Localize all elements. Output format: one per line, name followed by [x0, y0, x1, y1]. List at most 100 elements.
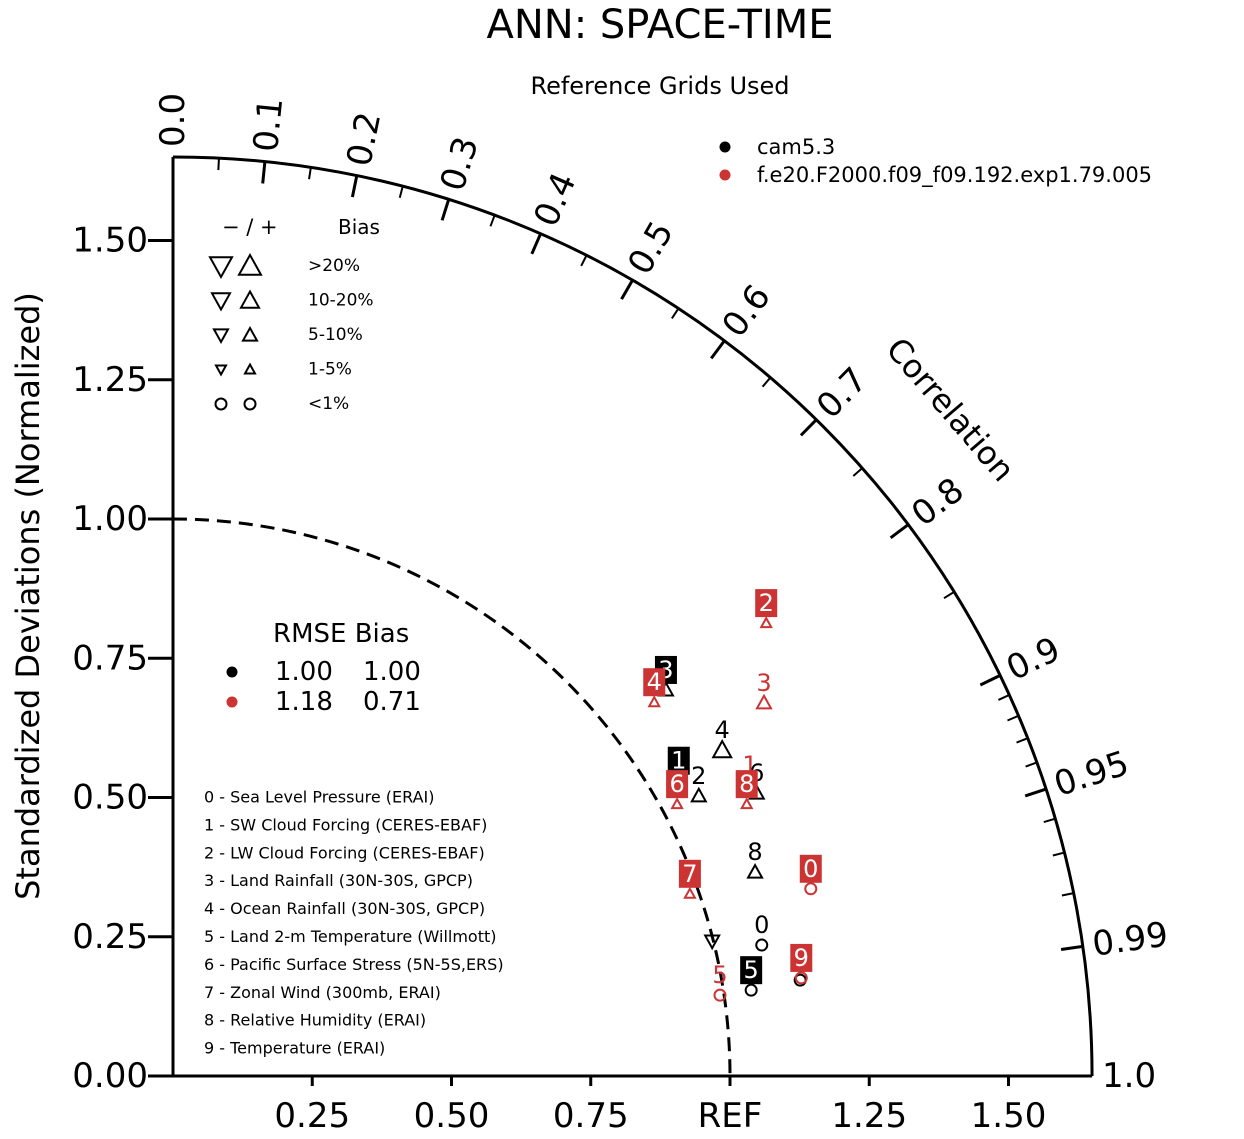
label-box [678, 859, 701, 888]
point-label: 0 [803, 855, 818, 883]
corr-axis-label: Correlation [879, 330, 1023, 489]
bias-row: >20% [308, 256, 360, 276]
corr-tick [217, 158, 220, 171]
bias-marker [794, 971, 808, 985]
bias-marker [711, 739, 733, 759]
x-tick-label: 1.50 [971, 1096, 1047, 1135]
x-tick-label: REF [698, 1096, 763, 1135]
bias-marker [746, 863, 764, 879]
label-box [799, 854, 822, 883]
corr-tick-label: 0.0 [153, 93, 193, 147]
corr-tick-label: 0.95 [1049, 743, 1133, 805]
bias-marker [744, 983, 758, 997]
corr-tick [852, 467, 863, 477]
point-label: 5 [712, 961, 727, 989]
bias-marker [755, 938, 769, 952]
bias-marker [740, 797, 754, 810]
corr-tick [350, 175, 359, 198]
legend-dot [719, 141, 731, 153]
corr-tick-label: 0.9 [1000, 629, 1066, 689]
x-tick-label: 0.50 [414, 1096, 490, 1135]
bias-marker [670, 797, 684, 810]
variable-item: 6 - Pacific Surface Stress (5N-5S,ERS) [204, 955, 504, 974]
bias-marker [243, 362, 257, 375]
corr-tick [1025, 761, 1038, 768]
stats-cell: 0.71 [363, 687, 421, 717]
variable-item: 5 - Land 2-m Temperature (Willmott) [204, 927, 497, 946]
legend-label: cam5.3 [757, 135, 835, 159]
corr-tick [261, 161, 267, 184]
bias-marker [212, 328, 230, 345]
bias-marker [237, 252, 263, 276]
point-label: 3 [756, 669, 771, 697]
label-box [667, 746, 690, 775]
bias-marker [214, 364, 228, 377]
bias-sign: − / + [222, 215, 278, 239]
x-tick-label: 1.25 [831, 1096, 907, 1135]
stats-header: RMSE Bias [273, 619, 409, 649]
bias-row: 1-5% [308, 360, 352, 380]
y-tick-label: 0.25 [72, 917, 148, 957]
variable-item: 0 - Sea Level Pressure (ERAI) [204, 788, 434, 807]
corr-tick [620, 279, 634, 300]
corr-tick [998, 694, 1010, 701]
y-tick-label: 1.50 [72, 221, 148, 261]
bias-marker [804, 882, 818, 896]
corr-tick [761, 376, 772, 388]
point-label: 4 [715, 716, 730, 744]
bias-marker [214, 397, 228, 411]
point-label: 8 [739, 770, 754, 798]
point-label: 7 [682, 860, 697, 888]
bias-marker [243, 397, 257, 411]
stats-cell: 1.00 [363, 657, 421, 687]
y-tick-label: 1.00 [72, 499, 148, 539]
corr-tick-label: 0.4 [526, 167, 584, 233]
point-label: 0 [754, 911, 769, 939]
corr-tick-label: 1.0 [1102, 1056, 1156, 1096]
corr-tick-label: 0.7 [809, 360, 875, 427]
y-tick-label: 0.50 [72, 778, 148, 818]
subtitle: Reference Grids Used [530, 72, 789, 100]
corr-tick-label: 0.2 [339, 109, 389, 170]
corr-tick-label: 0.5 [620, 215, 682, 282]
bias-marker [755, 693, 773, 710]
point-label: 2 [759, 589, 774, 617]
corr-tick [1060, 944, 1084, 951]
corr-tick [1052, 851, 1065, 857]
label-box [790, 943, 813, 972]
point-label: 9 [794, 944, 809, 972]
corr-tick [1043, 817, 1056, 823]
bias-marker [690, 786, 708, 803]
bias-marker [683, 886, 697, 899]
corr-tick [1024, 787, 1047, 798]
corr-tick [580, 254, 588, 267]
corr-tick [489, 214, 496, 227]
stats-cell: 1.18 [275, 687, 333, 717]
y-tick-label: 1.25 [72, 360, 148, 400]
point-label: 4 [647, 668, 662, 696]
y-tick-label: 0.75 [72, 638, 148, 678]
bias-marker [713, 988, 727, 1002]
corr-tick [979, 674, 1001, 687]
corr-tick [308, 167, 312, 180]
corr-tick-label: 0.3 [433, 132, 487, 196]
label-box [755, 589, 778, 618]
corr-tick [943, 591, 955, 600]
stats-dot [226, 696, 238, 708]
bias-marker [241, 325, 259, 342]
corr-tick [799, 418, 818, 437]
stats-cell: 1.00 [275, 657, 333, 687]
bias-row: 10-20% [308, 291, 374, 311]
point-label: 2 [691, 762, 706, 790]
bias-marker [208, 256, 234, 280]
bias-row: 5-10% [308, 325, 363, 345]
variable-item: 3 - Land Rainfall (30N-30S, GPCP) [204, 871, 473, 890]
label-box [740, 956, 763, 985]
bias-marker [703, 934, 721, 951]
legend-dot [719, 169, 731, 181]
y-tick-label: 0.00 [72, 1056, 148, 1096]
corr-tick [440, 198, 451, 221]
corr-tick-label: 0.8 [904, 470, 971, 534]
bias-marker [759, 616, 773, 629]
bias-marker [239, 289, 261, 309]
